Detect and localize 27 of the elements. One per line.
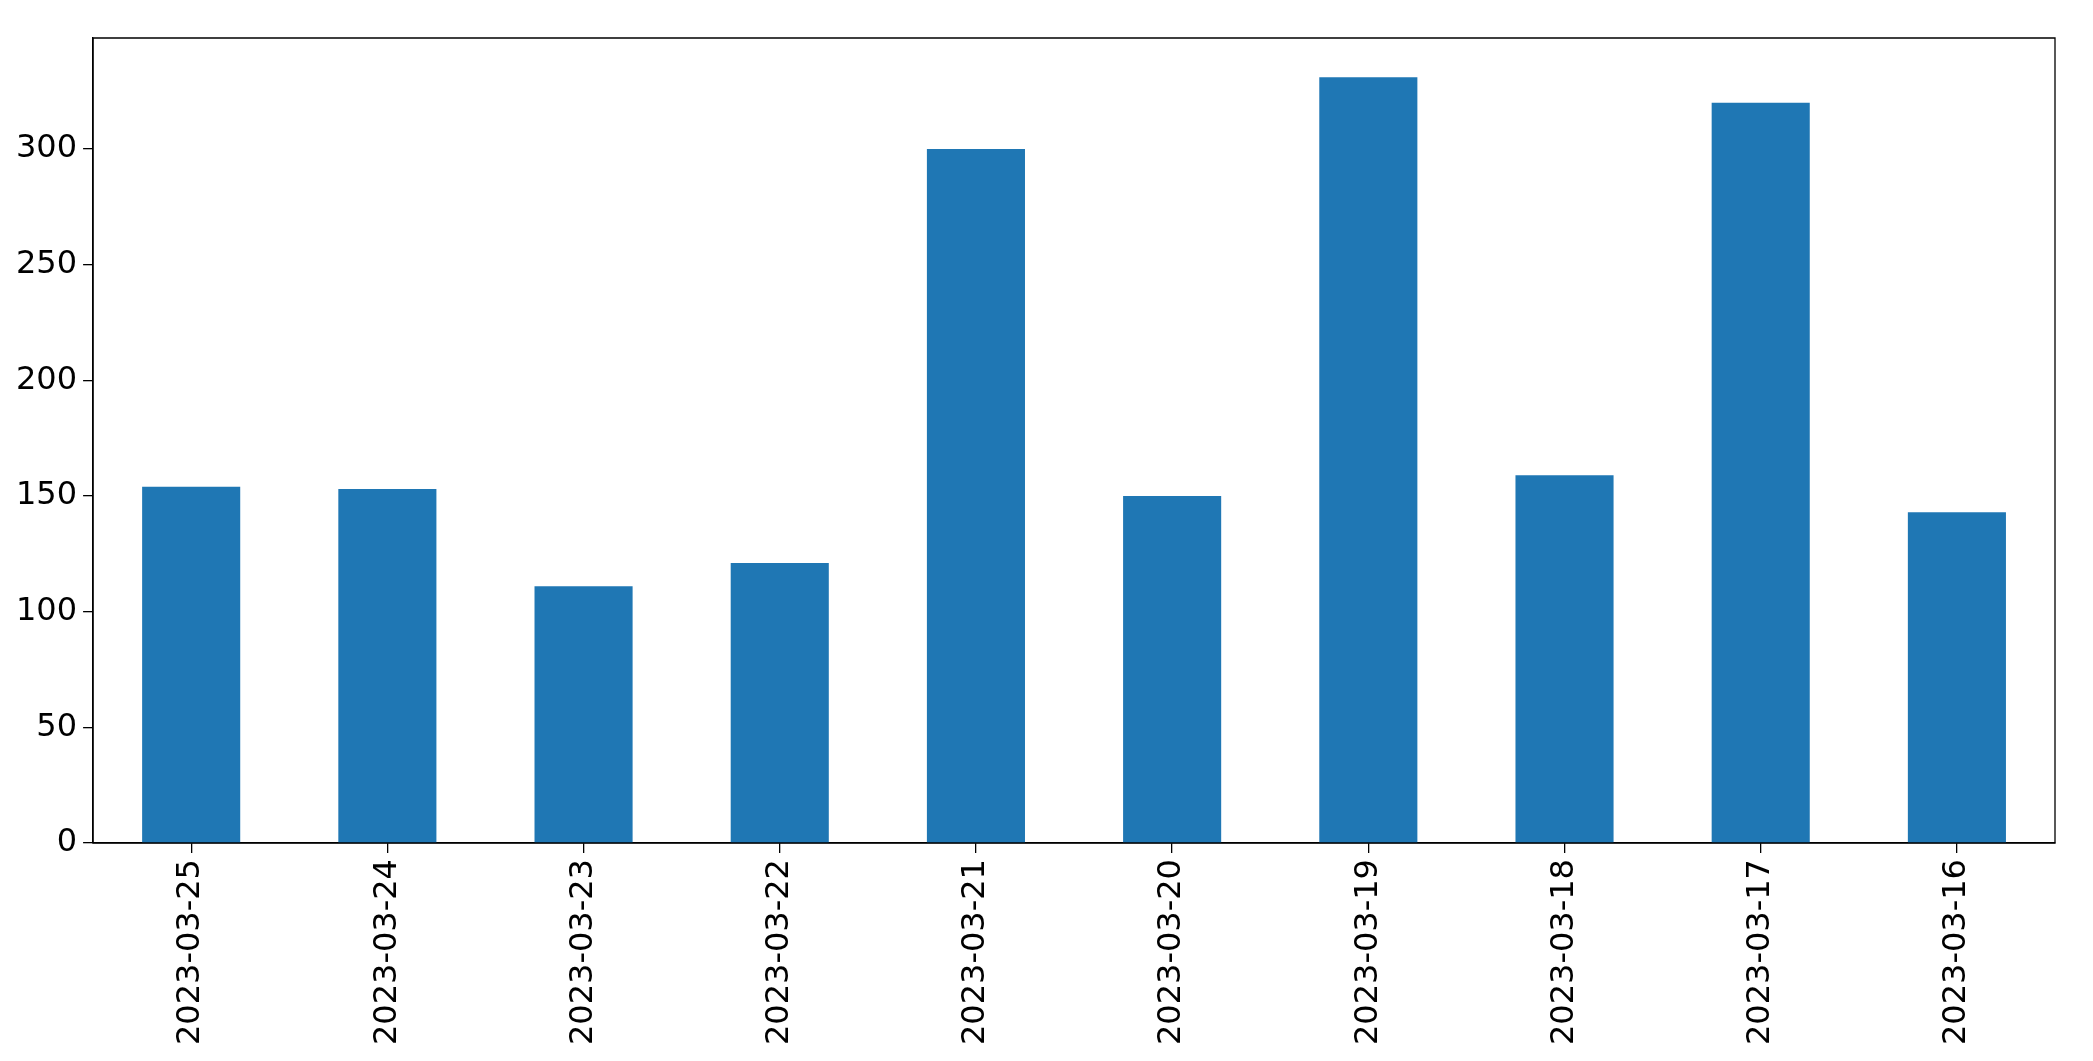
x-tick-label: 2023-03-22 xyxy=(758,859,797,1045)
x-tick-label: 2023-03-16 xyxy=(1935,859,1974,1045)
bar xyxy=(1711,102,1810,843)
bar xyxy=(534,586,633,843)
bar xyxy=(142,486,241,843)
bar xyxy=(1123,496,1222,843)
y-tick-label: 100 xyxy=(16,590,78,629)
bar xyxy=(1515,475,1614,843)
x-tick-label: 2023-03-18 xyxy=(1542,859,1581,1045)
x-tick-label: 2023-03-24 xyxy=(365,859,404,1045)
y-tick-label: 0 xyxy=(56,821,78,860)
y-tick-label: 300 xyxy=(16,127,78,166)
bar xyxy=(1907,512,2006,843)
x-tick-label: 2023-03-21 xyxy=(954,859,993,1045)
x-tick-label: 2023-03-25 xyxy=(169,859,208,1045)
bar xyxy=(338,489,437,843)
bar xyxy=(926,149,1025,843)
x-tick-label: 2023-03-23 xyxy=(561,859,600,1045)
x-tick-label: 2023-03-20 xyxy=(1150,859,1189,1045)
x-tick-label: 2023-03-17 xyxy=(1739,859,1778,1045)
bar xyxy=(730,563,829,843)
y-tick-label: 250 xyxy=(16,243,78,282)
bar xyxy=(1319,77,1418,843)
y-tick-label: 150 xyxy=(16,474,78,513)
y-tick-label: 50 xyxy=(36,705,78,744)
y-tick-label: 200 xyxy=(16,358,78,397)
x-tick-label: 2023-03-19 xyxy=(1346,859,1385,1045)
